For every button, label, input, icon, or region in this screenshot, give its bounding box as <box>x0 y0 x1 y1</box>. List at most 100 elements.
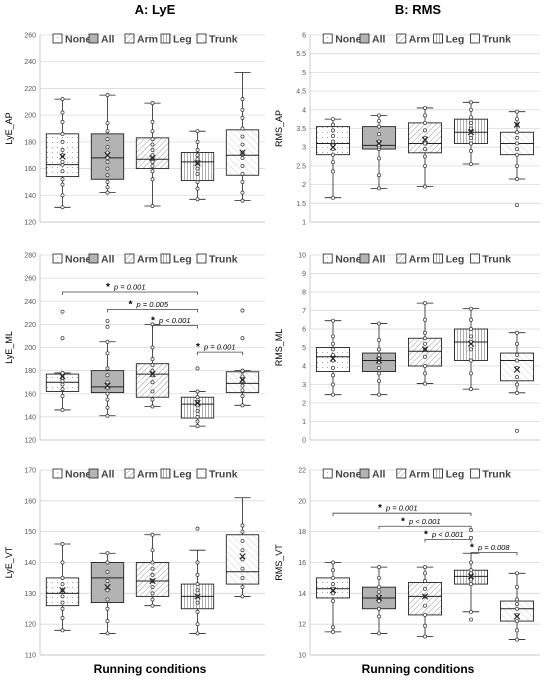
data-point <box>469 560 473 565</box>
data-point <box>105 551 110 556</box>
bracket-line <box>197 351 243 356</box>
data-point <box>331 582 335 587</box>
mean-marker <box>149 154 156 162</box>
data-point <box>469 107 473 112</box>
data-point <box>377 565 381 570</box>
box-all <box>361 565 397 636</box>
data-point <box>423 603 427 608</box>
legend-swatch <box>469 253 480 264</box>
data-point <box>331 160 335 165</box>
data-point <box>105 339 110 344</box>
data-point <box>423 163 427 168</box>
box-none <box>45 97 80 210</box>
data-point <box>60 387 65 392</box>
data-point <box>515 382 519 387</box>
data-point <box>515 585 519 590</box>
ytick-label: 160 <box>24 166 36 173</box>
data-point <box>105 145 110 150</box>
legend-label: Leg <box>173 34 192 46</box>
data-point <box>469 609 473 614</box>
data-point <box>105 597 110 602</box>
legend-label: All <box>101 34 115 46</box>
data-point <box>150 560 155 565</box>
data-point <box>423 317 427 322</box>
data-point <box>331 629 335 634</box>
box-all <box>361 113 397 191</box>
legend-label: Trunk <box>209 469 238 481</box>
data-point <box>105 373 110 378</box>
significance-label: p = 0.001 <box>203 343 236 352</box>
data-point <box>150 380 155 385</box>
data-point <box>515 358 519 363</box>
ytick-label: 5 <box>302 345 306 352</box>
ytick-label: 240 <box>24 299 36 306</box>
data-point <box>150 603 155 608</box>
data-point <box>195 622 200 627</box>
mean-marker <box>194 593 201 600</box>
data-point <box>105 560 110 565</box>
data-point <box>105 318 110 323</box>
legend-swatch <box>433 468 444 479</box>
data-point <box>105 380 110 385</box>
ytick-label: 12 <box>298 622 306 629</box>
legend-swatch <box>433 253 444 264</box>
mean-marker <box>149 370 156 378</box>
ytick-label: 180 <box>24 139 36 146</box>
significance-bracket: * p = 0.001 <box>196 342 243 356</box>
data-point <box>240 529 245 534</box>
mean-marker <box>421 346 429 353</box>
data-point <box>60 336 65 341</box>
data-point <box>377 575 381 580</box>
bracket-line <box>107 308 198 313</box>
data-point <box>150 177 155 182</box>
data-point <box>331 139 335 144</box>
data-point <box>60 560 65 565</box>
data-point <box>195 582 200 587</box>
mean-marker <box>104 583 111 591</box>
data-point <box>469 115 473 120</box>
legend-swatch <box>359 253 370 264</box>
box-all <box>361 321 397 397</box>
panel-rms_ap: 1 1.5 2 2.5 3 3.5 4 4.5 5 5.5 6 RMS_AP None All Arm Leg… <box>274 33 540 227</box>
significance-star: * <box>106 282 110 293</box>
data-point <box>423 336 427 341</box>
significance-star: * <box>378 503 382 514</box>
data-point <box>150 572 155 577</box>
data-point <box>105 179 110 184</box>
box-leg <box>453 306 489 392</box>
data-point <box>377 378 381 383</box>
data-point <box>105 405 110 410</box>
data-point <box>150 163 155 168</box>
data-point <box>195 186 200 191</box>
data-point <box>469 141 473 146</box>
ytick-label: 7 <box>302 308 306 315</box>
box-arm <box>407 565 443 639</box>
data-point <box>240 557 245 562</box>
data-point <box>195 179 200 184</box>
box-arm <box>135 101 170 208</box>
legend-swatch <box>160 253 171 264</box>
data-point <box>423 623 427 628</box>
data-point <box>105 588 110 593</box>
data-point <box>240 538 245 543</box>
data-point <box>195 171 200 176</box>
data-point <box>240 403 245 408</box>
legend-label: Arm <box>409 469 430 481</box>
mean-marker <box>194 160 201 167</box>
data-point <box>423 354 427 359</box>
data-point <box>469 126 473 131</box>
bracket-line <box>152 325 198 329</box>
data-point <box>240 394 245 399</box>
data-point <box>515 177 519 181</box>
data-point <box>515 117 519 122</box>
ytick-label: 220 <box>24 322 36 329</box>
data-point <box>331 334 335 339</box>
data-point <box>469 162 473 166</box>
ytick-label: 240 <box>24 59 36 66</box>
data-point <box>60 370 65 375</box>
ytick-label: 6 <box>302 33 306 40</box>
ytick-label: 1 <box>302 419 306 426</box>
data-point <box>377 347 381 352</box>
data-point <box>105 579 110 583</box>
